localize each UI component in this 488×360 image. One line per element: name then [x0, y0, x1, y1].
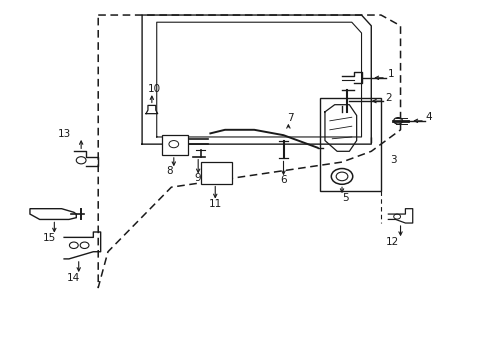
Text: 3: 3 — [389, 155, 396, 165]
Bar — [200, 162, 232, 184]
Text: 10: 10 — [147, 84, 161, 94]
Text: 5: 5 — [342, 193, 348, 203]
Bar — [320, 98, 380, 191]
Text: 6: 6 — [280, 175, 286, 185]
Text: 8: 8 — [166, 166, 173, 176]
Bar — [161, 135, 188, 155]
Text: 15: 15 — [43, 233, 56, 243]
Text: 9: 9 — [194, 173, 201, 183]
Text: 2: 2 — [384, 93, 391, 103]
Text: 7: 7 — [287, 113, 294, 123]
Text: 4: 4 — [425, 112, 431, 122]
Text: 1: 1 — [386, 69, 393, 79]
Text: 11: 11 — [208, 199, 222, 209]
Text: 12: 12 — [385, 237, 398, 247]
Text: 13: 13 — [58, 129, 71, 139]
Text: 14: 14 — [67, 273, 81, 283]
